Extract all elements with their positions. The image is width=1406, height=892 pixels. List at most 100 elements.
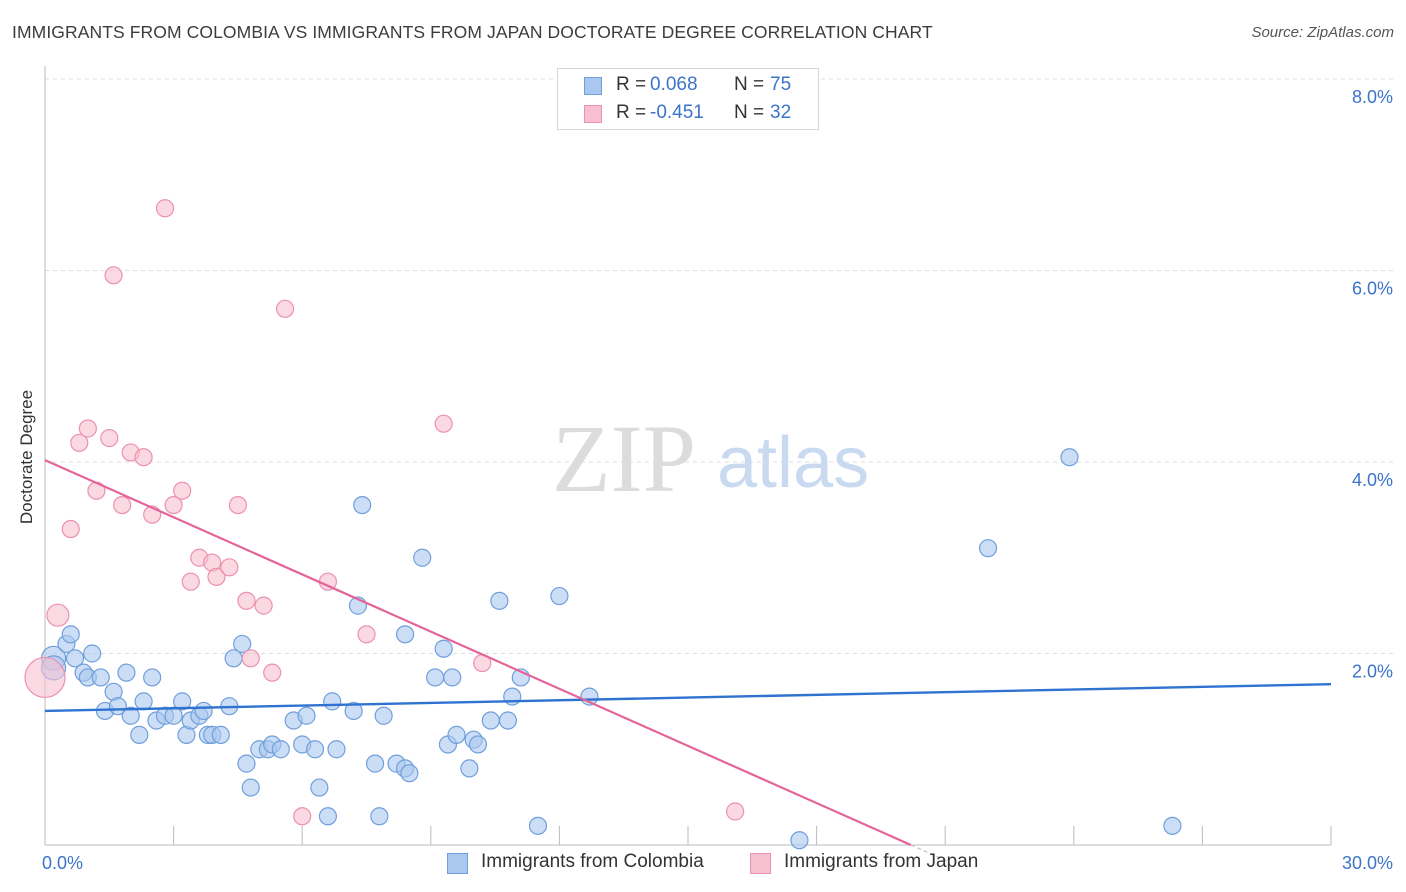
r-label: R =	[616, 102, 647, 123]
y-tick-label: 2.0%	[1352, 662, 1393, 682]
japan-point	[134, 448, 153, 467]
n-value: 75	[770, 74, 792, 95]
colombia-point	[194, 701, 213, 721]
japan-point	[173, 481, 192, 500]
legend-swatch-pink	[750, 853, 771, 874]
watermark: ZIP atlas	[552, 405, 869, 512]
colombia-point	[233, 634, 252, 654]
colombia-point	[173, 692, 192, 711]
japan-point	[241, 649, 260, 668]
colombia-point	[395, 625, 415, 644]
colombia-point	[271, 740, 290, 759]
japan-point	[61, 519, 80, 539]
y-tick-label: 6.0%	[1352, 279, 1393, 299]
colombia-point	[978, 539, 998, 558]
colombia-point	[365, 754, 385, 773]
colombia-point	[434, 639, 453, 658]
colombia-point	[134, 692, 153, 711]
colombia-point	[61, 625, 80, 644]
n-value: 32	[770, 102, 792, 123]
legend-swatch-blue	[584, 77, 602, 95]
r-value: 0.068	[650, 74, 698, 95]
n-label: N =	[734, 74, 765, 95]
watermark-zip: ZIP	[552, 405, 696, 512]
r-label: R =	[616, 74, 647, 95]
japan-point	[164, 495, 183, 515]
trend-line-colombia	[44, 682, 1332, 713]
colombia-point	[481, 711, 500, 730]
chart-title: IMMIGRANTS FROM COLOMBIA VS IMMIGRANTS F…	[12, 22, 933, 42]
r-value: -0.451	[650, 102, 704, 123]
legend-swatch-blue	[447, 853, 468, 874]
japan-point	[726, 802, 745, 821]
colombia-point	[550, 586, 569, 606]
colombia-point	[65, 649, 85, 668]
colombia-point	[374, 706, 393, 725]
axes	[44, 66, 1332, 846]
trend-line-japan	[44, 459, 912, 847]
colombia-point	[443, 668, 462, 687]
colombia-point	[400, 764, 419, 783]
trend-lines	[44, 459, 1332, 863]
colombia-point	[1163, 816, 1182, 835]
colombia-point	[318, 807, 338, 826]
japan-point	[78, 419, 97, 438]
colombia-point	[130, 725, 149, 744]
japan-point	[113, 495, 132, 515]
colombia-point	[143, 668, 162, 687]
y-axis-label: Doctorate Degree	[17, 389, 36, 525]
correlation-legend: R = 0.068 N = 75 R = -0.451 N = 32	[557, 68, 819, 130]
colombia-point	[498, 711, 518, 730]
colombia-point	[370, 807, 389, 826]
colombia-point	[460, 759, 479, 778]
japan-point	[104, 266, 123, 285]
colombia-point	[117, 663, 136, 682]
colombia-point	[490, 591, 509, 610]
japan-point	[434, 414, 453, 433]
colombia-point	[447, 725, 466, 744]
japan-point	[263, 663, 282, 682]
colombia-point	[241, 778, 260, 797]
colombia-point	[528, 816, 548, 835]
colombia-point	[353, 495, 372, 515]
colombia-point	[790, 831, 809, 850]
colombia-point	[468, 735, 488, 754]
colombia-point	[503, 687, 522, 706]
japan-point	[228, 495, 247, 515]
japan-point	[207, 567, 226, 587]
japan-point	[46, 603, 70, 627]
colombia-point	[323, 692, 342, 711]
gridlines	[45, 78, 1393, 654]
colombia-point	[310, 778, 329, 797]
colombia-point	[121, 706, 140, 725]
japan-point	[100, 428, 119, 448]
japan-point	[155, 199, 175, 218]
japan-point	[275, 299, 295, 318]
y-tick-label: 4.0%	[1352, 470, 1393, 490]
colombia-point	[297, 706, 316, 725]
japan-point	[357, 625, 376, 644]
legend-swatch-pink	[584, 105, 602, 123]
colombia-point	[425, 668, 445, 687]
n-label: N =	[734, 102, 765, 123]
legend-label: Immigrants from Japan	[784, 851, 979, 872]
colombia-point	[211, 725, 230, 744]
trend-line-japan-extension	[910, 844, 950, 863]
colombia-point	[83, 644, 102, 663]
colombia-point	[91, 668, 110, 687]
legend-label: Immigrants from Colombia	[481, 851, 704, 872]
colombia-point	[237, 754, 256, 773]
tick-labels: 2.0% 4.0% 6.0% 8.0% 0.0% 30.0%	[42, 87, 1393, 873]
japan-point	[24, 656, 66, 699]
colombia-point	[305, 740, 325, 759]
y-tick-label: 8.0%	[1352, 87, 1393, 107]
colombia-point	[344, 701, 363, 721]
x-tick-label: 0.0%	[42, 853, 83, 873]
data-points	[24, 199, 1182, 850]
colombia-point	[327, 740, 346, 759]
japan-point	[70, 433, 89, 452]
x-tick-label: 30.0%	[1342, 853, 1393, 873]
japan-point	[237, 591, 256, 610]
japan-point	[254, 596, 273, 615]
